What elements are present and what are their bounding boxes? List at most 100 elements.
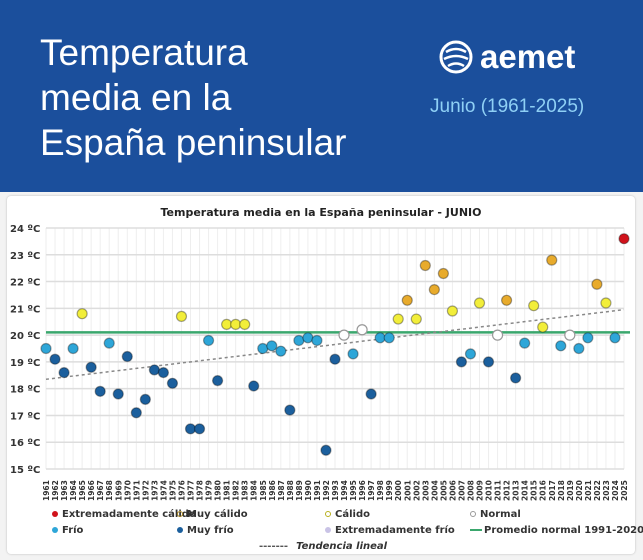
- data-point: [356, 324, 368, 336]
- x-tick-label: 1979: [205, 480, 214, 501]
- period-label: Junio (1961-2025): [430, 96, 585, 117]
- data-point: [464, 348, 477, 360]
- x-tick-label: 1992: [322, 480, 331, 501]
- x-tick-label: 2013: [512, 480, 521, 501]
- x-tick-label: 1971: [132, 480, 141, 501]
- legend-label: Normal: [480, 509, 521, 520]
- y-tick-label: 18 ºC: [10, 385, 40, 396]
- data-point: [58, 367, 70, 379]
- data-point: [248, 380, 260, 392]
- x-tick-label: 2011: [494, 480, 503, 501]
- x-tick-label: 2017: [548, 480, 557, 501]
- data-point: [211, 375, 224, 387]
- chart-title: Temperatura media en la España peninsula…: [161, 206, 482, 219]
- x-tick-label: 2024: [611, 480, 620, 501]
- data-point: [519, 337, 531, 349]
- data-point: [500, 294, 513, 306]
- x-tick-label: 2008: [466, 480, 475, 501]
- x-tick-label: 1973: [150, 480, 159, 501]
- x-tick-label: 2020: [575, 480, 584, 501]
- legend-marker: [52, 511, 58, 517]
- data-point: [455, 356, 468, 368]
- aemet-logo: aemet: [438, 38, 575, 76]
- x-tick-label: 1966: [87, 480, 96, 501]
- y-tick-label: 16 ºC: [10, 438, 40, 449]
- legend-item: Frío: [52, 525, 83, 536]
- data-point: [40, 342, 52, 355]
- x-tick-label: 1991: [313, 480, 322, 501]
- x-tick-label: 1961: [42, 480, 51, 501]
- legend-item: Muy cálido: [177, 509, 248, 520]
- x-tick-label: 2012: [503, 480, 512, 501]
- data-point: [537, 321, 549, 333]
- y-tick-label: 21 ºC: [10, 304, 40, 315]
- x-tick-label: 1984: [250, 480, 259, 501]
- chart-svg: Temperatura media en la España peninsula…: [10, 206, 630, 501]
- legend-label: Cálido: [335, 509, 370, 520]
- data-point: [428, 283, 440, 296]
- x-tick-label: 1980: [214, 480, 223, 501]
- x-tick-label: 1987: [277, 480, 286, 501]
- data-point: [139, 393, 151, 405]
- data-point: [202, 334, 215, 347]
- legend-item: Cálido: [325, 509, 370, 520]
- title-line: España peninsular: [40, 122, 347, 163]
- legend-label: Extremadamente cálido: [62, 509, 196, 520]
- x-tick-label: 2000: [394, 480, 403, 501]
- data-point: [546, 254, 558, 266]
- data-point: [582, 332, 594, 344]
- data-point: [573, 342, 585, 355]
- x-tick-label: 1967: [96, 480, 105, 501]
- logo-text: aemet: [480, 38, 576, 75]
- x-tick-label: 1976: [177, 480, 186, 501]
- legend-marker: [470, 529, 482, 531]
- x-tick-label: 1977: [187, 480, 196, 501]
- x-tick-label: 2015: [530, 480, 539, 501]
- data-point: [347, 348, 359, 360]
- legend-marker: [470, 511, 476, 517]
- data-point: [103, 337, 115, 349]
- data-point: [239, 318, 251, 330]
- data-point: [609, 332, 621, 344]
- data-point: [365, 388, 377, 400]
- title-line: Temperatura: [40, 32, 248, 73]
- legend-label: Frío: [62, 525, 84, 536]
- title-line: media en la: [40, 77, 232, 118]
- y-tick-label: 17 ºC: [10, 411, 40, 422]
- x-tick-label: 1970: [123, 480, 132, 501]
- legend-label: Muy frío: [187, 525, 234, 536]
- x-tick-label: 2025: [620, 480, 629, 501]
- x-tick-label: 1997: [367, 480, 376, 501]
- data-point: [383, 332, 395, 344]
- data-point: [329, 353, 341, 365]
- x-tick-label: 2003: [421, 480, 430, 501]
- x-tick-label: 2014: [521, 480, 530, 501]
- data-point: [392, 313, 404, 325]
- x-tick-label: 1995: [349, 480, 358, 501]
- y-tick-label: 23 ºC: [10, 251, 40, 262]
- data-point: [528, 300, 540, 312]
- data-point: [338, 329, 350, 341]
- data-point: [157, 367, 170, 379]
- x-tick-label: 2009: [476, 480, 485, 501]
- x-tick-label: 2021: [584, 480, 593, 501]
- y-tick-label: 22 ºC: [10, 278, 40, 289]
- data-point: [49, 353, 61, 365]
- data-point: [446, 305, 459, 317]
- x-tick-label: 1962: [51, 480, 60, 501]
- x-tick-label: 2019: [566, 480, 575, 501]
- legend-label: Extremadamente frío: [335, 525, 455, 536]
- x-tick-label: 2018: [557, 480, 566, 501]
- legend-item: Extremadamente frío: [325, 525, 455, 536]
- data-point: [175, 310, 188, 322]
- data-point: [600, 297, 612, 309]
- x-tick-label: 2005: [439, 480, 448, 501]
- x-tick-label: 1993: [331, 480, 340, 501]
- data-point: [166, 377, 179, 389]
- legend-item: Normal: [470, 509, 521, 520]
- x-tick-label: 1963: [60, 480, 69, 501]
- x-tick-label: 1988: [286, 480, 295, 501]
- data-point: [491, 329, 504, 341]
- x-tick-label: 2006: [448, 480, 457, 501]
- data-point: [266, 340, 278, 352]
